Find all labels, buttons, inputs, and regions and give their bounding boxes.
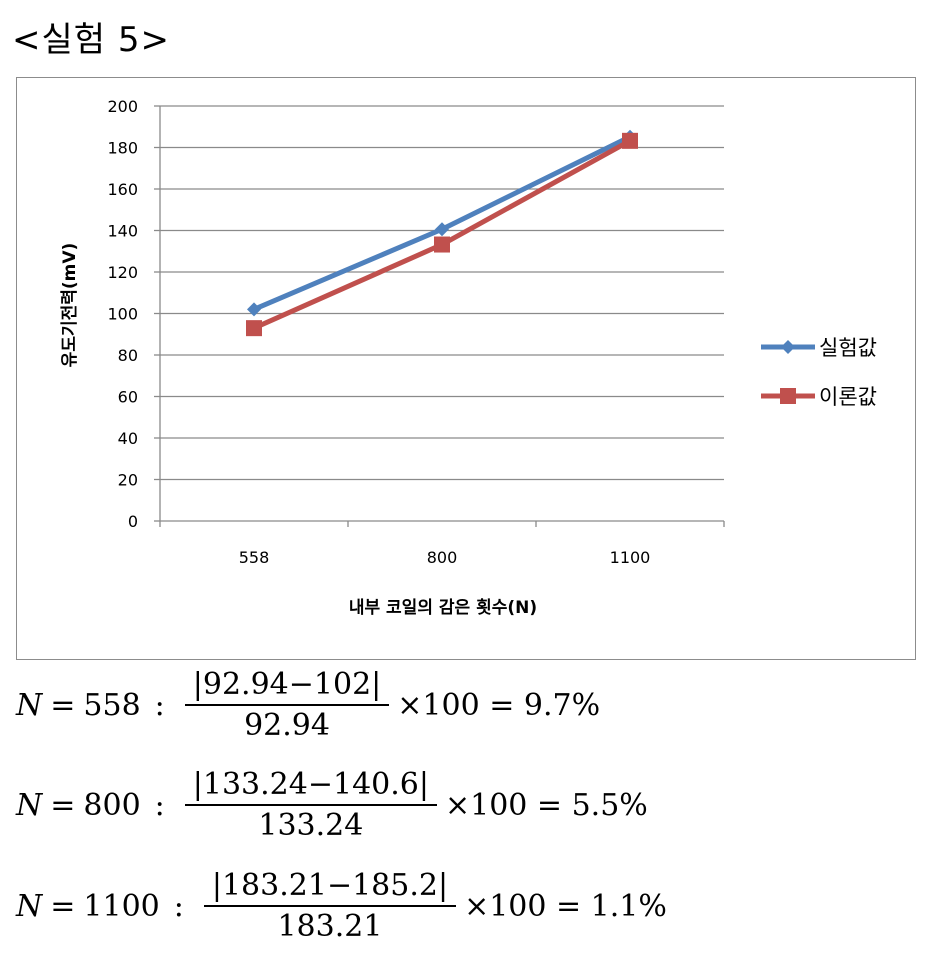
eq-colon: : bbox=[154, 687, 165, 723]
y-tick-label: 20 bbox=[118, 471, 138, 490]
data-point-experimental bbox=[435, 222, 449, 237]
legend-marker bbox=[781, 340, 795, 354]
legend-label: 실험값 bbox=[819, 336, 877, 360]
eq-n-value: 558 bbox=[83, 687, 141, 723]
y-tick-label: 40 bbox=[118, 429, 138, 448]
data-point-experimental bbox=[247, 302, 261, 317]
equation-1100: N = 1100 : |183.21−185.2| 183.21 ×100 = … bbox=[16, 866, 667, 946]
y-tick-label: 100 bbox=[107, 305, 138, 324]
equation-558: N = 558 : |92.94−102| 92.94 ×100 = 9.7% bbox=[16, 665, 600, 745]
y-tick-label: 60 bbox=[118, 388, 138, 407]
y-tick-label: 120 bbox=[107, 263, 138, 282]
eq-n-label: N bbox=[16, 687, 43, 723]
series bbox=[246, 129, 638, 337]
equation-800: N = 800 : |133.24−140.6| 133.24 ×100 = 5… bbox=[16, 765, 648, 845]
eq-n-value: 800 bbox=[83, 787, 141, 823]
eq-numerator: |133.24−140.6| bbox=[184, 767, 437, 806]
y-tick-label: 80 bbox=[118, 346, 138, 365]
x-tick-label: 558 bbox=[239, 548, 270, 567]
experiment-heading: <실험 5> bbox=[12, 20, 170, 60]
y-tick-label: 180 bbox=[107, 139, 138, 158]
eq-fraction: |183.21−185.2| 183.21 bbox=[203, 868, 457, 944]
y-axis-label: 유도기전력(mV) bbox=[60, 243, 80, 368]
y-tick-label: 200 bbox=[107, 97, 138, 116]
y-tick-label: 0 bbox=[128, 512, 138, 531]
eq-n-label: N bbox=[16, 787, 43, 823]
induced-emf-chart: 0 20 40 60 80 100 120 140 160 180 200 558 800 1100 유도… bbox=[60, 97, 877, 618]
y-tick-label: 160 bbox=[107, 180, 138, 199]
eq-result: ×100 = 9.7% bbox=[397, 687, 601, 723]
eq-fraction: |92.94−102| 92.94 bbox=[184, 667, 390, 743]
eq-equals: = bbox=[50, 888, 76, 924]
eq-equals: = bbox=[50, 787, 76, 823]
eq-fraction: |133.24−140.6| 133.24 bbox=[184, 767, 437, 843]
chart-frame: 0 20 40 60 80 100 120 140 160 180 200 558 800 1100 유도… bbox=[16, 77, 916, 660]
eq-n-label: N bbox=[16, 888, 43, 924]
y-tick-label: 140 bbox=[107, 222, 138, 241]
eq-n-value: 1100 bbox=[83, 888, 160, 924]
eq-result: ×100 = 5.5% bbox=[444, 787, 648, 823]
data-point-theoretical bbox=[246, 320, 262, 337]
axes: 0 20 40 60 80 100 120 140 160 180 200 558 800 1100 bbox=[107, 97, 725, 567]
data-point-theoretical bbox=[434, 236, 450, 253]
eq-numerator: |183.21−185.2| bbox=[203, 868, 457, 907]
data-point-theoretical bbox=[622, 132, 638, 149]
x-axis-label: 내부 코일의 감은 횟수(N) bbox=[349, 598, 537, 618]
legend-marker bbox=[780, 388, 796, 404]
eq-denominator: 92.94 bbox=[244, 708, 330, 743]
eq-result: ×100 = 1.1% bbox=[464, 888, 667, 924]
legend-label: 이론값 bbox=[819, 385, 877, 409]
grid-lines bbox=[160, 105, 724, 481]
eq-denominator: 133.24 bbox=[258, 808, 364, 843]
eq-colon: : bbox=[154, 787, 165, 823]
eq-numerator: |92.94−102| bbox=[184, 667, 390, 706]
eq-equals: = bbox=[50, 687, 76, 723]
x-tick-label: 1100 bbox=[610, 548, 651, 567]
eq-denominator: 183.21 bbox=[277, 909, 383, 944]
eq-colon: : bbox=[173, 888, 184, 924]
x-tick-label: 800 bbox=[427, 548, 458, 567]
